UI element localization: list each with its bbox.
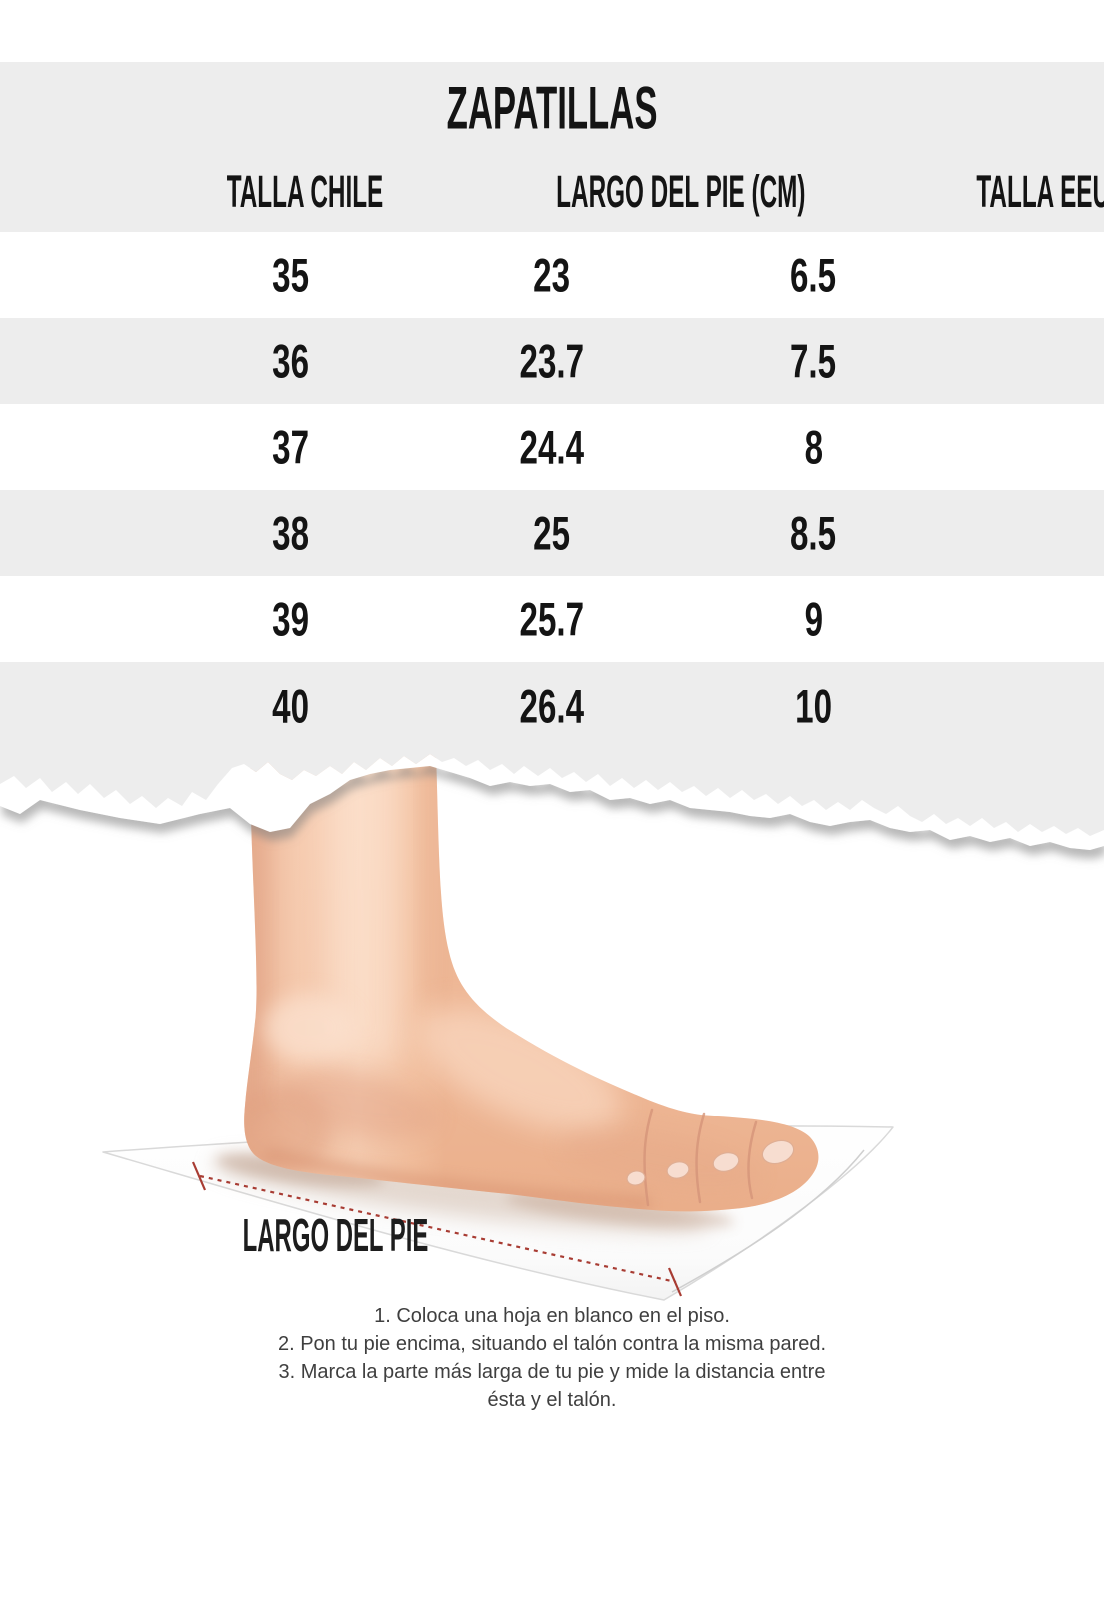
measure-line-end-tick xyxy=(667,1267,683,1297)
paper-fold-crease xyxy=(671,1149,865,1293)
toenails xyxy=(626,1139,795,1186)
table-row: 40 26.4 10 xyxy=(0,662,1104,750)
cell-largo-del-pie: 23.7 xyxy=(519,334,585,388)
cell-talla-chile: 39 xyxy=(272,592,310,646)
measuring-instructions: 1. Coloca una hoja en blanco en el piso.… xyxy=(0,1302,1104,1414)
cell-talla-chile: 37 xyxy=(272,420,310,474)
foot-measurement-photo xyxy=(102,752,894,1301)
size-table: 35 23 6.5 36 23.7 7.5 37 24.4 8 38 25 8. xyxy=(0,232,1104,750)
cell-largo-del-pie: 25.7 xyxy=(519,592,585,646)
cell-largo-del-pie: 24.4 xyxy=(519,420,585,474)
cell-talla-chile: 38 xyxy=(272,506,310,560)
measure-line xyxy=(191,1161,683,1297)
page-title: ZAPATILLAS xyxy=(0,73,1104,142)
table-row: 37 24.4 8 xyxy=(0,404,1104,490)
cell-talla-chile: 36 xyxy=(272,334,310,388)
cell-talla-eeuu: 8.5 xyxy=(790,506,837,560)
foot-length-label: LARGO DEL PIE xyxy=(242,1209,428,1261)
cell-talla-eeuu: 6.5 xyxy=(790,248,837,302)
torn-fringe xyxy=(0,754,1104,850)
column-header-talla-chile: TALLA CHILE xyxy=(226,166,384,217)
table-row: 36 23.7 7.5 xyxy=(0,318,1104,404)
measure-line-start-tick xyxy=(191,1161,207,1191)
cell-largo-del-pie: 26.4 xyxy=(519,679,585,733)
toe-creases xyxy=(643,1108,758,1207)
torn-paper-edge xyxy=(0,748,1104,850)
table-row: 38 25 8.5 xyxy=(0,490,1104,576)
cell-talla-eeuu: 8 xyxy=(804,420,823,474)
page-title-text: ZAPATILLAS xyxy=(446,73,658,142)
cell-talla-chile: 40 xyxy=(272,679,310,733)
table-row: 35 23 6.5 xyxy=(0,232,1104,318)
torn-gray-sheet xyxy=(0,748,1104,836)
instruction-step-2: 2. Pon tu pie encima, situando el talón … xyxy=(277,1333,827,1355)
column-header-largo-del-pie: LARGO DEL PIE (CM) xyxy=(556,166,806,217)
cell-talla-eeuu: 10 xyxy=(794,679,832,733)
cell-talla-eeuu: 7.5 xyxy=(790,334,837,388)
instruction-step-1: 1. Coloca una hoja en blanco en el piso. xyxy=(374,1305,730,1327)
table-column-headers: TALLA CHILE LARGO DEL PIE (CM) TALLA EEU… xyxy=(160,166,1104,217)
instruction-step-3: 3. Marca la parte más larga de tu pie y … xyxy=(278,1361,826,1411)
cell-largo-del-pie: 23 xyxy=(533,248,571,302)
column-header-talla-eeuu: TALLA EEUU xyxy=(976,166,1104,217)
table-row: 39 25.7 9 xyxy=(0,576,1104,662)
table-header-band: ZAPATILLAS TALLA CHILE LARGO DEL PIE (CM… xyxy=(0,62,1104,232)
cell-talla-eeuu: 9 xyxy=(804,592,823,646)
cell-talla-chile: 35 xyxy=(272,248,310,302)
cell-largo-del-pie: 25 xyxy=(533,506,571,560)
